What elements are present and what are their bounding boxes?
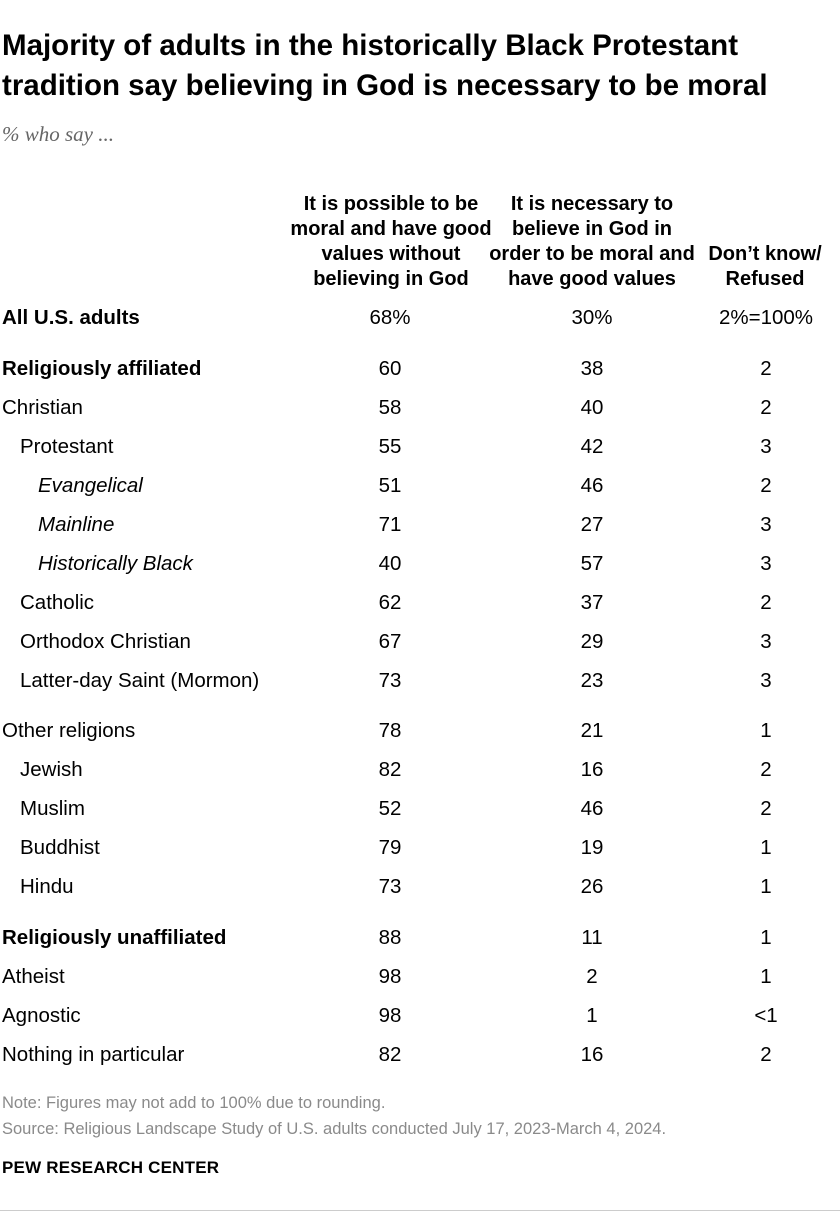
value-cell: 27 bbox=[580, 513, 604, 536]
row-label: Religiously affiliated bbox=[2, 357, 202, 380]
value-cell: 62 bbox=[378, 591, 402, 614]
row-label: Other religions bbox=[2, 719, 136, 742]
row-label: Mainline bbox=[38, 513, 115, 536]
subtitle: % who say ... bbox=[2, 122, 114, 146]
value-cell: 98 bbox=[378, 1004, 402, 1027]
row-label: Muslim bbox=[20, 797, 85, 820]
value-cell: 2 bbox=[760, 357, 772, 380]
row-label: Jewish bbox=[20, 758, 83, 781]
value-cell: 1 bbox=[760, 926, 772, 949]
value-cell: 1 bbox=[760, 719, 772, 742]
value-cell: 40 bbox=[580, 396, 604, 419]
value-cell: 98 bbox=[378, 965, 402, 988]
value-cell: 68% bbox=[369, 306, 411, 329]
row-label: Latter-day Saint (Mormon) bbox=[20, 669, 260, 692]
value-cell: 2 bbox=[760, 797, 772, 820]
value-cell: 79 bbox=[378, 836, 402, 859]
value-cell: 88 bbox=[378, 926, 402, 949]
value-cell: 19 bbox=[580, 836, 604, 859]
row-label: Atheist bbox=[2, 965, 65, 988]
value-cell: 51 bbox=[378, 474, 402, 497]
value-cell: 55 bbox=[378, 435, 402, 458]
value-cell: 60 bbox=[378, 357, 402, 380]
column-header: It is possible to be moral and have good… bbox=[290, 193, 492, 290]
row-label: Agnostic bbox=[2, 1004, 81, 1027]
value-cell: 16 bbox=[580, 758, 604, 781]
column-header: Don’t know/ Refused bbox=[708, 243, 822, 290]
value-cell: 40 bbox=[378, 552, 402, 575]
value-cell: 1 bbox=[760, 836, 772, 859]
value-cell: 2 bbox=[586, 965, 598, 988]
value-cell: 82 bbox=[378, 758, 402, 781]
value-cell: 46 bbox=[580, 797, 604, 820]
value-cell: 58 bbox=[378, 396, 402, 419]
row-label: Protestant bbox=[20, 435, 114, 458]
value-cell: 3 bbox=[760, 552, 772, 575]
title: Majority of adults in the historically B… bbox=[2, 29, 768, 102]
row-label: Historically Black bbox=[38, 552, 193, 575]
value-cell: 2 bbox=[760, 591, 772, 614]
value-cell: 3 bbox=[760, 630, 772, 653]
value-cell: 1 bbox=[586, 1004, 598, 1027]
value-cell: 73 bbox=[378, 875, 402, 898]
value-cell: 71 bbox=[378, 513, 402, 536]
value-cell: 2 bbox=[760, 1043, 772, 1066]
value-cell: 1 bbox=[760, 965, 772, 988]
row-label: Buddhist bbox=[20, 836, 100, 859]
source: Source: Religious Landscape Study of U.S… bbox=[2, 1120, 667, 1138]
value-cell: 3 bbox=[760, 435, 772, 458]
value-cell: 26 bbox=[580, 875, 604, 898]
value-cell: 29 bbox=[580, 630, 604, 653]
value-cell: 2 bbox=[760, 474, 772, 497]
value-cell: 78 bbox=[378, 719, 402, 742]
value-cell: 3 bbox=[760, 513, 772, 536]
value-cell: 73 bbox=[378, 669, 402, 692]
value-cell: 16 bbox=[580, 1043, 604, 1066]
column-header: It is necessary to believe in God in ord… bbox=[489, 193, 695, 290]
value-cell: 37 bbox=[580, 591, 604, 614]
brand: PEW RESEARCH CENTER bbox=[2, 1158, 220, 1177]
value-cell: 82 bbox=[378, 1043, 402, 1066]
row-label: Nothing in particular bbox=[2, 1043, 185, 1066]
value-cell: 21 bbox=[580, 719, 604, 742]
value-cell: 52 bbox=[378, 797, 402, 820]
value-cell: 23 bbox=[580, 669, 604, 692]
value-cell: 46 bbox=[580, 474, 604, 497]
row-label: Christian bbox=[2, 396, 83, 419]
value-cell: 1 bbox=[760, 875, 772, 898]
value-cell: 42 bbox=[580, 435, 604, 458]
value-cell: 2 bbox=[760, 758, 772, 781]
row-label: All U.S. adults bbox=[2, 306, 140, 329]
value-cell: 11 bbox=[581, 926, 603, 949]
note: Note: Figures may not add to 100% due to… bbox=[2, 1094, 386, 1112]
value-cell: 3 bbox=[760, 669, 772, 692]
row-label: Religiously unaffiliated bbox=[2, 926, 227, 949]
rule bbox=[0, 1210, 840, 1211]
value-cell: 30% bbox=[571, 306, 613, 329]
value-cell: 38 bbox=[580, 357, 604, 380]
row-label: Orthodox Christian bbox=[20, 630, 191, 653]
value-cell: 57 bbox=[580, 552, 604, 575]
row-label: Evangelical bbox=[38, 474, 143, 497]
row-label: Catholic bbox=[20, 591, 95, 614]
row-label: Hindu bbox=[20, 875, 74, 898]
value-cell: 67 bbox=[378, 630, 402, 653]
value-cell: 2 bbox=[760, 396, 772, 419]
value-cell: <1 bbox=[754, 1004, 778, 1027]
value-cell: 2%=100% bbox=[718, 306, 814, 329]
